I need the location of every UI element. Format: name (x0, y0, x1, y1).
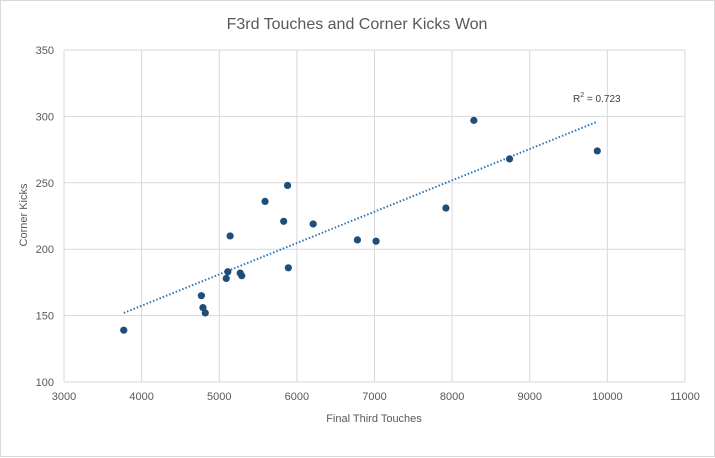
y-tick-label: 100 (36, 377, 54, 389)
x-tick-label: 4000 (129, 391, 153, 403)
y-tick-label: 350 (36, 45, 54, 57)
y-tick-label: 200 (36, 244, 54, 256)
trendline (123, 120, 598, 314)
y-tick-label: 150 (36, 311, 54, 323)
r-squared-label: R2 = 0.723 (573, 92, 621, 105)
x-axis-tick-labels: 3000 4000 5000 6000 7000 8000 9000 10000 11000 (52, 391, 700, 403)
gridlines (63, 49, 686, 383)
x-tick-label: 9000 (518, 391, 542, 403)
x-tick-label: 3000 (52, 391, 76, 403)
y-axis-title: Corner Kicks (18, 183, 30, 246)
data-point (226, 232, 234, 240)
x-tick-label: 8000 (440, 391, 464, 403)
data-point (261, 197, 269, 205)
data-point (372, 237, 380, 245)
x-tick-label: 11000 (670, 391, 700, 403)
data-point (280, 217, 288, 225)
data-point (593, 147, 601, 155)
data-point (309, 220, 317, 228)
data-point (120, 326, 128, 334)
data-point (283, 181, 292, 190)
x-tick-label: 10000 (592, 391, 623, 403)
data-points (120, 116, 601, 334)
data-point (238, 272, 246, 280)
data-point (224, 268, 232, 276)
data-point (442, 204, 450, 212)
data-point (284, 264, 292, 272)
chart-title: F3rd Touches and Corner Kicks Won (227, 16, 488, 33)
data-point (505, 155, 514, 163)
x-tick-label: 6000 (285, 391, 309, 403)
y-tick-label: 250 (36, 178, 54, 190)
y-tick-label: 300 (36, 111, 54, 123)
data-point (197, 292, 205, 300)
data-point (201, 309, 209, 317)
data-point (222, 274, 230, 283)
x-axis-title: Final Third Touches (326, 413, 422, 425)
data-point (353, 236, 362, 244)
x-tick-label: 7000 (362, 391, 386, 403)
y-axis-tick-labels: 100 150 200 250 300 350 (36, 45, 54, 389)
x-tick-label: 5000 (207, 391, 231, 403)
data-point (470, 116, 478, 124)
